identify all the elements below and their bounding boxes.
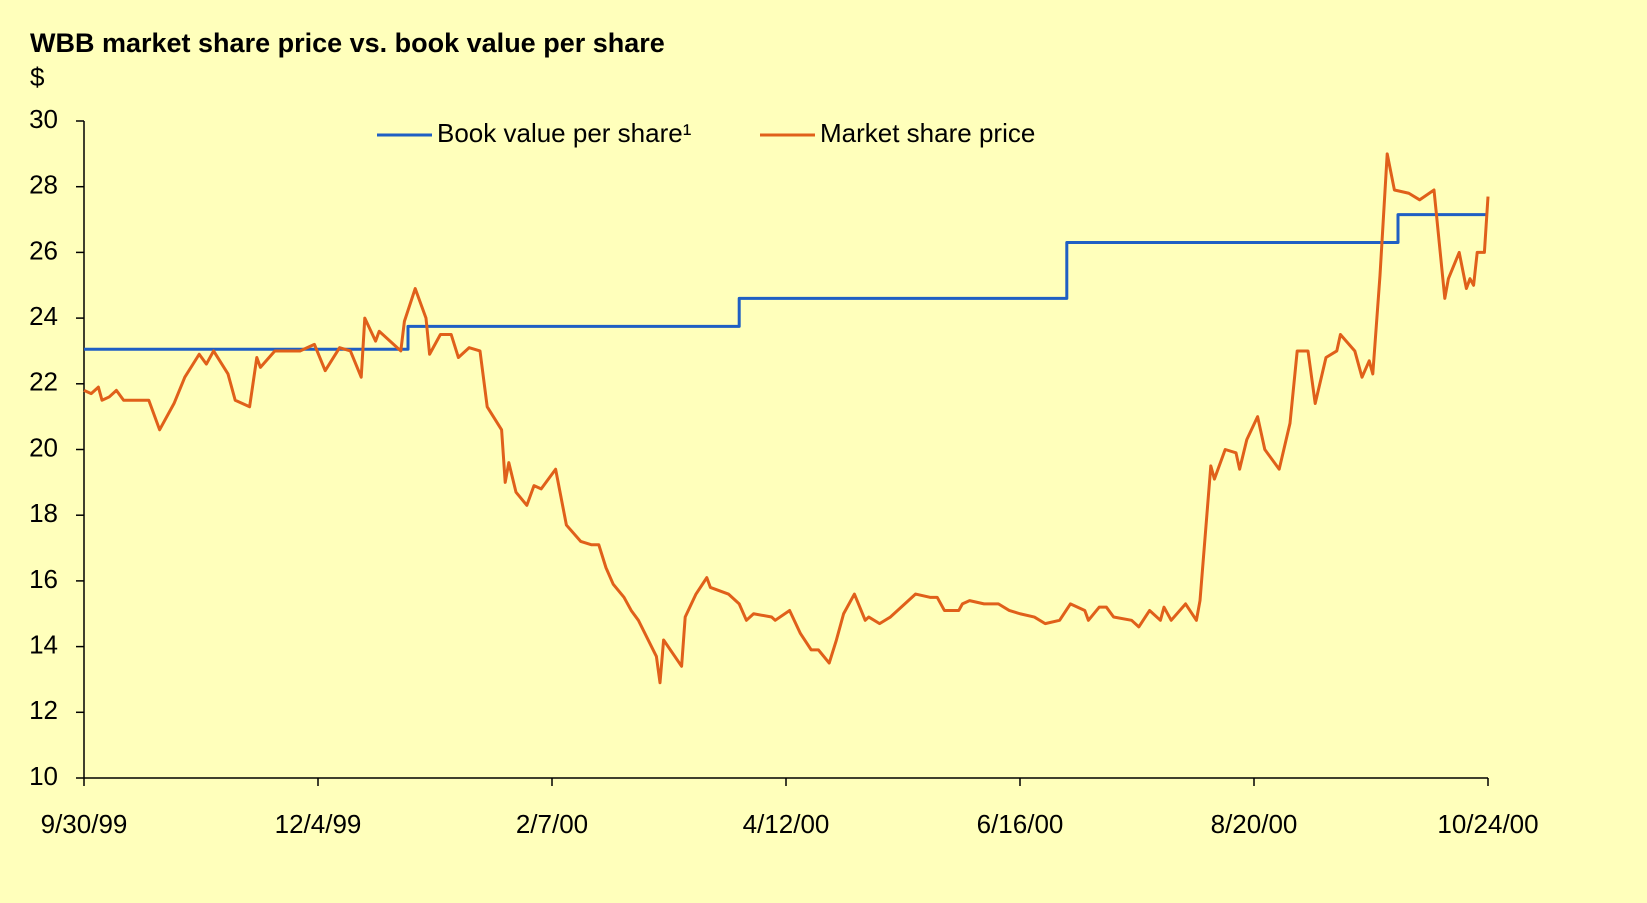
series-line — [84, 213, 1488, 351]
legend-label: Market share price — [820, 118, 1035, 148]
x-tick-label: 10/24/00 — [1437, 809, 1538, 839]
x-tick-label: 9/30/99 — [41, 809, 128, 839]
x-tick-label: 12/4/99 — [275, 809, 362, 839]
legend-label: Book value per share¹ — [437, 118, 692, 148]
chart-title: WBB market share price vs. book value pe… — [30, 28, 665, 58]
y-tick-label: 26 — [29, 235, 58, 265]
y-axis-label: $ — [30, 62, 45, 92]
series-line — [83, 152, 1490, 685]
y-tick-label: 28 — [29, 170, 58, 200]
x-tick-label: 2/7/00 — [516, 809, 588, 839]
x-tick-label: 6/16/00 — [977, 809, 1064, 839]
y-tick-label: 14 — [29, 629, 58, 659]
x-tick-label: 8/20/00 — [1211, 809, 1298, 839]
y-tick-label: 22 — [29, 367, 58, 397]
x-tick-label: 4/12/00 — [743, 809, 830, 839]
y-tick-label: 16 — [29, 564, 58, 594]
y-tick-label: 20 — [29, 432, 58, 462]
y-tick-label: 10 — [29, 761, 58, 791]
y-tick-label: 24 — [29, 301, 58, 331]
y-tick-label: 30 — [29, 104, 58, 134]
y-tick-label: 18 — [29, 498, 58, 528]
y-tick-label: 12 — [29, 695, 58, 725]
